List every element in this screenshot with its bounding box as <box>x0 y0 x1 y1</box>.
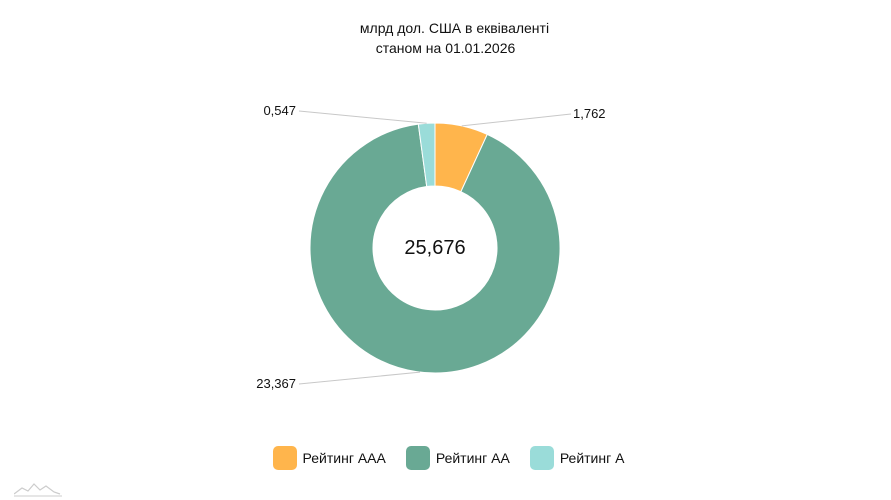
leader-line-a <box>298 110 427 124</box>
donut-slices <box>309 122 561 374</box>
leader-lines <box>298 110 572 385</box>
slice-label-aaa: 1,762 <box>573 106 606 121</box>
total-value: 25,676 <box>404 237 465 259</box>
legend-swatch-aaa <box>272 446 297 470</box>
slice-label-a: 0,547 <box>263 103 296 118</box>
legend-label-aa: Рейтинг AA <box>435 450 510 466</box>
chart-title: млрд дол. США в еквіваленті станом на 01… <box>0 18 891 58</box>
chart-title-text: млрд дол. США в еквіваленті <box>359 20 550 36</box>
legend-label-aaa: Рейтинг AAA <box>302 450 386 466</box>
legend-swatch-a <box>529 446 554 470</box>
legend-swatch-aa <box>405 446 430 470</box>
legend-item-aa[interactable]: Рейтинг AA <box>405 446 510 470</box>
donut-chart: 1,762 23,367 0,547 25,676 <box>256 103 605 391</box>
chart-subtitle: станом на 01.01.2026 <box>375 40 516 56</box>
leader-line-aa <box>298 371 421 385</box>
legend-label-a: Рейтинг A <box>559 450 625 466</box>
leader-line-aaa <box>461 113 572 127</box>
slice-label-aa: 23,367 <box>256 376 296 391</box>
legend-item-aaa[interactable]: Рейтинг AAA <box>272 446 386 470</box>
logo-watermark-icon <box>14 483 62 497</box>
legend-item-a[interactable]: Рейтинг A <box>529 446 625 470</box>
slice-labels: 1,762 23,367 0,547 <box>256 103 605 391</box>
legend: Рейтинг AAA Рейтинг AA Рейтинг A <box>0 446 891 470</box>
slice-aa[interactable] <box>309 123 561 374</box>
